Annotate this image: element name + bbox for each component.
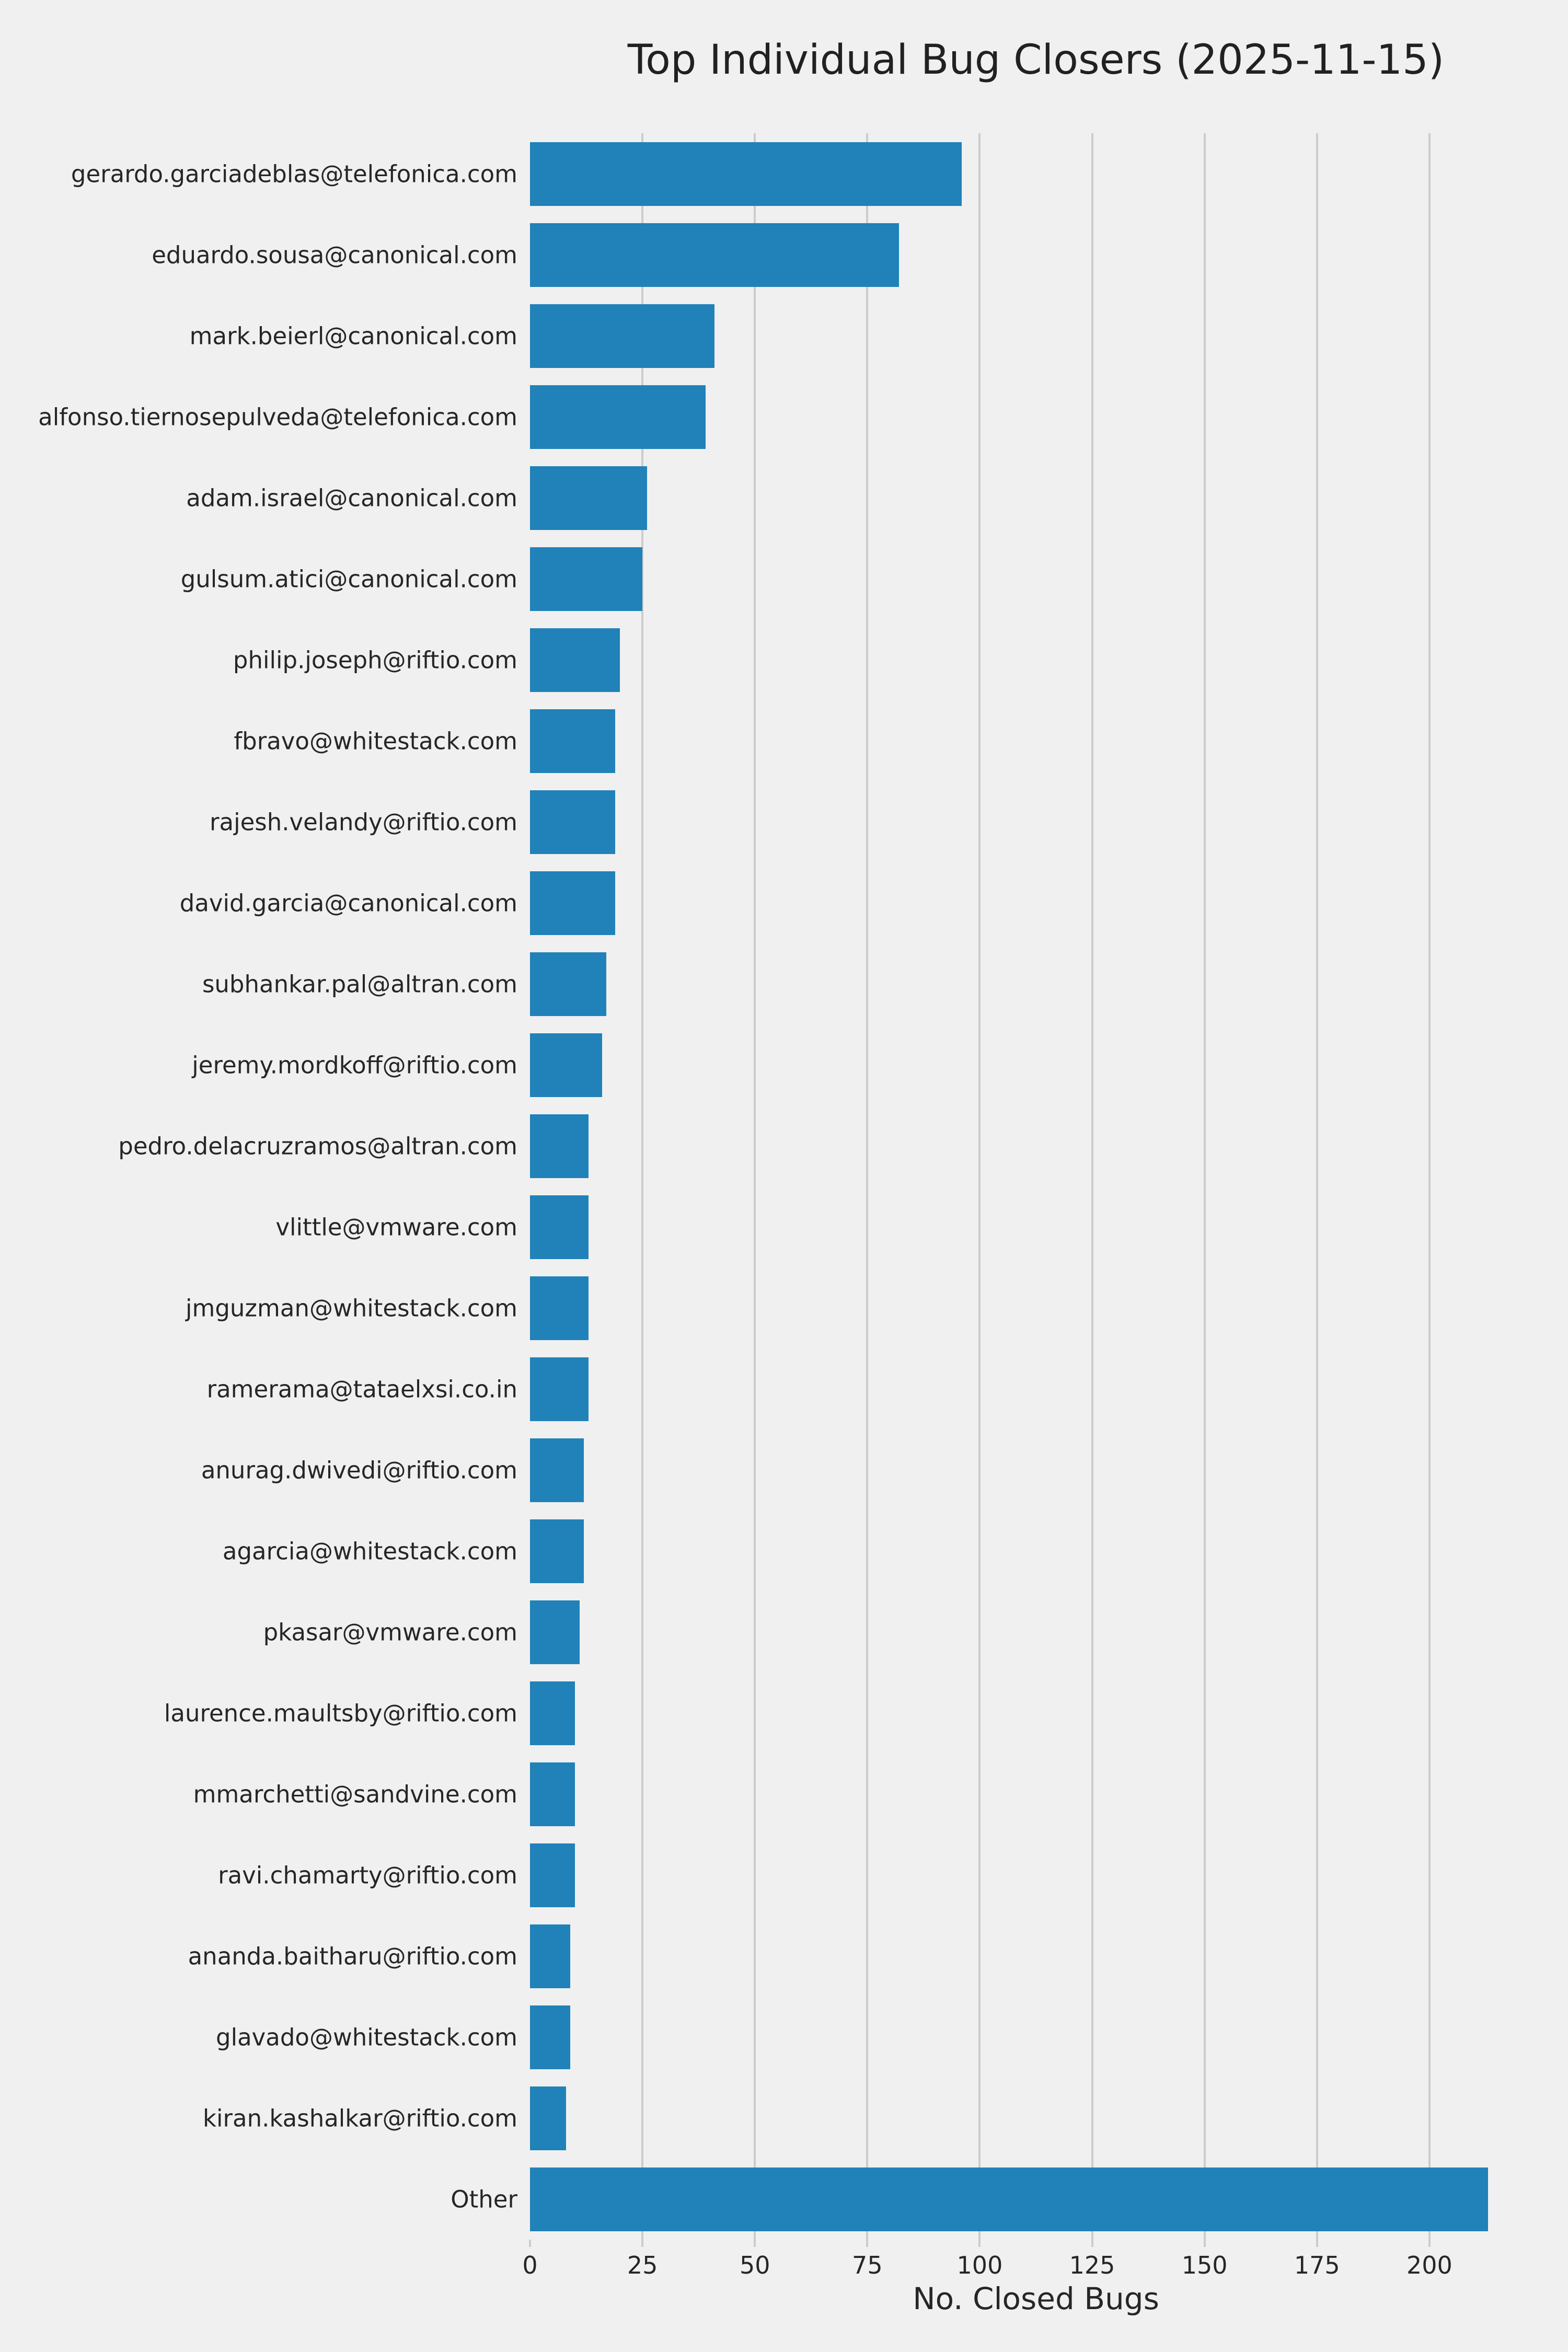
x-tick-mark [1203, 2240, 1206, 2247]
y-tick-label: philip.joseph@riftio.com [233, 646, 517, 674]
x-tick-label: 0 [522, 2251, 538, 2279]
bar [530, 1195, 589, 1259]
bar [530, 1843, 575, 1907]
bar [530, 952, 607, 1016]
y-tick-label: fbravo@whitestack.com [234, 727, 517, 755]
y-tick-label: rajesh.velandy@riftio.com [210, 808, 517, 836]
x-tick-label: 25 [627, 2251, 658, 2279]
bar [530, 790, 616, 854]
gridline [1316, 133, 1318, 2240]
y-tick-label: gerardo.garciadeblas@telefonica.com [71, 160, 517, 188]
y-tick-label: mark.beierl@canonical.com [189, 322, 517, 350]
chart-title: Top Individual Bug Closers (2025-11-15) [627, 37, 1445, 84]
x-tick-label: 200 [1406, 2251, 1452, 2279]
bar [530, 628, 620, 692]
bar [530, 1357, 589, 1421]
gridline [978, 133, 981, 2240]
y-tick-label: kiran.kashalkar@riftio.com [202, 2104, 517, 2132]
y-tick-label: ravi.chamarty@riftio.com [218, 1861, 517, 1889]
x-tick-mark [529, 2240, 531, 2247]
y-tick-label: eduardo.sousa@canonical.com [152, 241, 517, 269]
x-tick-mark [1316, 2240, 1318, 2247]
x-tick-label: 50 [739, 2251, 770, 2279]
x-tick-mark [1428, 2240, 1431, 2247]
bar [530, 1762, 575, 1826]
x-tick-mark [1091, 2240, 1093, 2247]
x-tick-mark [641, 2240, 644, 2247]
y-tick-label: jmguzman@whitestack.com [185, 1294, 517, 1322]
bar [530, 871, 616, 935]
bar [530, 1519, 584, 1583]
bar [530, 385, 706, 449]
y-tick-label: pkasar@vmware.com [263, 1618, 517, 1646]
y-tick-label: Other [451, 2185, 517, 2213]
gridline [754, 133, 756, 2240]
y-tick-label: jeremy.mordkoff@riftio.com [192, 1051, 517, 1079]
y-tick-label: agarcia@whitestack.com [222, 1537, 517, 1565]
y-tick-label: glavado@whitestack.com [216, 2023, 517, 2051]
gridline [866, 133, 869, 2240]
y-tick-label: pedro.delacruzramos@altran.com [118, 1132, 517, 1160]
bar [530, 223, 899, 287]
bar [530, 709, 616, 773]
plot-area [529, 133, 1542, 2247]
y-tick-label: alfonso.tiernosepulveda@telefonica.com [38, 403, 517, 431]
bar [530, 142, 962, 206]
x-tick-label: 125 [1069, 2251, 1115, 2279]
x-axis-label: No. Closed Bugs [913, 2281, 1159, 2316]
bar [530, 466, 647, 530]
y-tick-label: ananda.baitharu@riftio.com [188, 1942, 517, 1970]
y-tick-label: anurag.dwivedi@riftio.com [201, 1456, 517, 1484]
y-tick-label: adam.israel@canonical.com [186, 484, 517, 512]
y-tick-label: david.garcia@canonical.com [179, 889, 517, 917]
bar [530, 1438, 584, 1502]
bar [530, 547, 643, 611]
y-tick-label: mmarchetti@sandvine.com [193, 1780, 517, 1808]
bar [530, 1276, 589, 1340]
x-tick-label: 175 [1294, 2251, 1340, 2279]
bar [530, 1924, 571, 1988]
gridline [1203, 133, 1206, 2240]
x-tick-mark [754, 2240, 756, 2247]
x-tick-mark [978, 2240, 981, 2247]
bar [530, 304, 714, 368]
y-tick-label: gulsum.atici@canonical.com [180, 565, 517, 593]
x-tick-mark [866, 2240, 869, 2247]
gridline [1428, 133, 1431, 2240]
y-tick-label: subhankar.pal@altran.com [202, 970, 517, 998]
bar [530, 2086, 566, 2150]
bar [530, 1114, 589, 1178]
bar [530, 2005, 571, 2069]
y-tick-label: vlittle@vmware.com [275, 1213, 517, 1241]
gridline [641, 133, 644, 2240]
bar [530, 1600, 580, 1664]
x-tick-label: 150 [1181, 2251, 1228, 2279]
bar [530, 1681, 575, 1745]
x-tick-label: 75 [852, 2251, 883, 2279]
y-tick-label: ramerama@tataelxsi.co.in [206, 1375, 517, 1403]
y-tick-label: laurence.maultsby@riftio.com [164, 1699, 517, 1727]
x-tick-label: 100 [956, 2251, 1003, 2279]
bar [530, 1033, 602, 1097]
bar [530, 2167, 1488, 2231]
gridline [1091, 133, 1093, 2240]
